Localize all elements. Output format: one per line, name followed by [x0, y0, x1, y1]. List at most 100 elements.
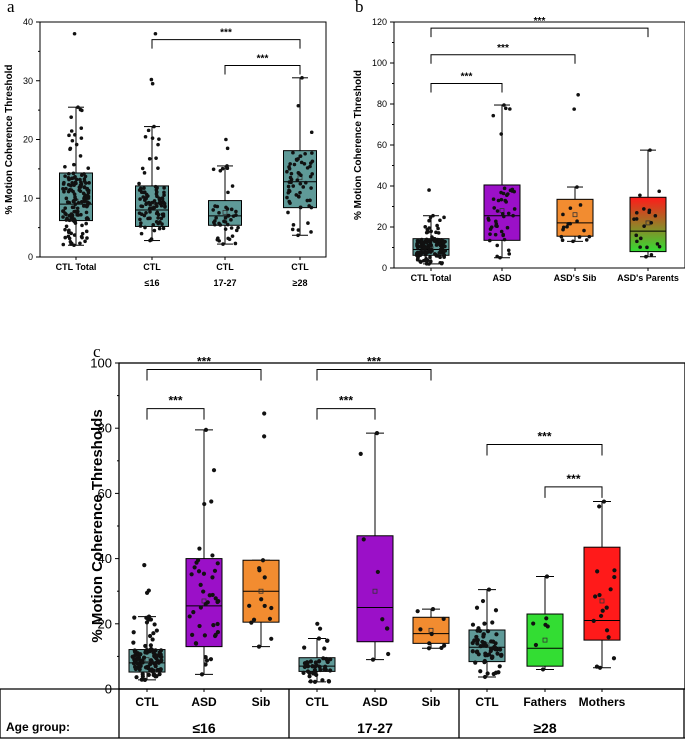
data-point: [309, 130, 314, 135]
data-point: [157, 672, 162, 677]
data-point: [322, 667, 327, 672]
data-point: [427, 226, 431, 230]
data-point: [138, 186, 143, 191]
data-point: [223, 220, 228, 224]
data-point: [215, 237, 220, 242]
outlier-point: [315, 621, 320, 626]
data-point: [304, 180, 308, 185]
data-point: [227, 237, 232, 242]
data-point: [645, 245, 649, 250]
x-tick-label: CTL: [216, 262, 234, 272]
data-point: [229, 218, 233, 222]
outlier-point: [225, 146, 230, 151]
data-point: [305, 198, 310, 203]
data-point: [211, 208, 216, 212]
mean-marker: [572, 212, 578, 218]
data-point: [76, 201, 81, 205]
y-tick-label: 0: [382, 263, 387, 273]
data-point: [287, 166, 292, 171]
data-point: [544, 616, 549, 621]
data-point: [565, 224, 569, 229]
data-point: [317, 664, 322, 669]
data-point: [156, 142, 160, 147]
data-point: [78, 183, 83, 188]
data-point: [440, 261, 444, 265]
data-point: [490, 655, 495, 660]
x-tick-label: CTL: [305, 695, 328, 709]
data-point: [418, 259, 422, 264]
data-point: [79, 200, 84, 204]
data-point: [153, 663, 158, 669]
data-point: [305, 661, 310, 666]
data-point: [485, 629, 491, 634]
data-point: [492, 206, 497, 210]
data-point: [639, 236, 643, 241]
data-point: [196, 569, 202, 574]
data-point: [67, 218, 72, 223]
data-point: [64, 218, 69, 222]
data-point: [142, 171, 147, 175]
data-point: [494, 632, 499, 637]
data-point: [380, 617, 385, 622]
data-point: [632, 217, 636, 221]
data-point: [326, 679, 332, 684]
data-point: [501, 214, 506, 219]
box-6: [468, 587, 506, 680]
data-point: [154, 190, 159, 194]
significance-bracket: [544, 486, 603, 498]
data-point: [193, 641, 199, 646]
data-point: [158, 667, 163, 672]
data-point: [234, 228, 239, 233]
data-point: [473, 660, 478, 665]
data-point: [443, 244, 447, 249]
data-point: [591, 618, 596, 623]
data-point: [156, 166, 160, 170]
data-point: [429, 247, 433, 251]
data-point: [491, 197, 496, 201]
mean-marker: [599, 598, 605, 604]
mean-marker: [258, 588, 264, 594]
y-tick-label: 80: [377, 99, 387, 109]
data-point: [162, 186, 166, 190]
box-1: [135, 31, 169, 243]
data-point: [302, 161, 307, 166]
data-point: [503, 106, 508, 111]
data-point: [260, 558, 266, 563]
data-point: [301, 670, 306, 676]
data-point: [298, 205, 303, 210]
data-point: [81, 191, 86, 196]
data-point: [310, 664, 315, 669]
data-point: [148, 643, 153, 648]
data-point: [657, 189, 661, 194]
data-point: [202, 633, 207, 638]
data-point: [69, 183, 73, 188]
data-point: [298, 182, 303, 186]
data-point: [141, 195, 145, 199]
data-point: [209, 499, 214, 504]
data-point: [634, 233, 639, 238]
data-point: [296, 103, 301, 108]
data-point: [292, 162, 297, 167]
data-point: [302, 645, 307, 650]
data-point: [139, 221, 143, 225]
outlier-point: [72, 31, 77, 36]
data-point: [423, 258, 428, 263]
data-point: [480, 598, 486, 604]
data-point: [311, 671, 316, 676]
data-point: [201, 589, 206, 594]
data-point: [321, 656, 326, 661]
data-point: [72, 205, 76, 210]
data-point: [299, 160, 304, 165]
data-point: [310, 172, 315, 176]
data-point: [428, 255, 432, 259]
data-point: [290, 227, 295, 232]
data-point: [249, 620, 254, 625]
data-point: [64, 186, 68, 191]
data-point: [77, 188, 82, 192]
data-point: [417, 250, 422, 254]
data-point: [223, 216, 228, 220]
data-point: [604, 628, 610, 633]
box-1: [483, 103, 521, 260]
